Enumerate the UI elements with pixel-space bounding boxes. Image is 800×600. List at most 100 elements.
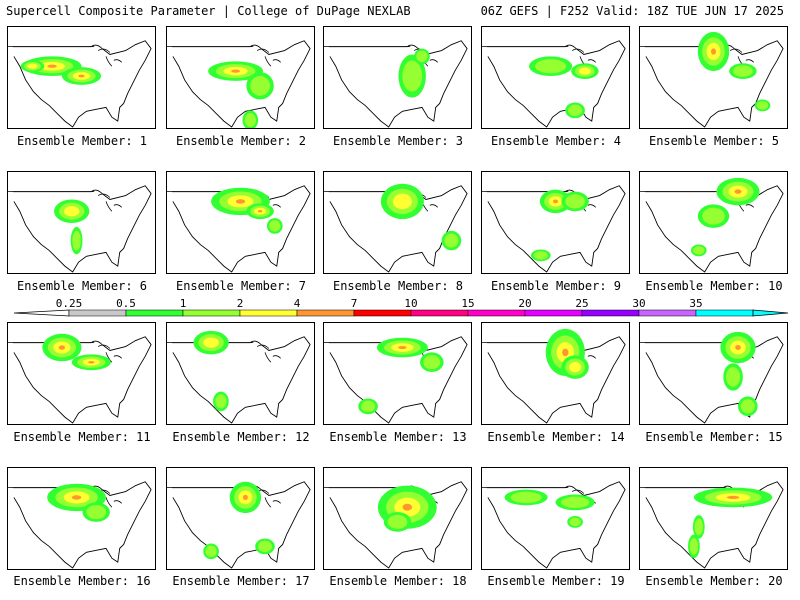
scp-contour	[235, 199, 246, 204]
member-map	[8, 185, 152, 273]
scp-contour	[231, 69, 240, 73]
scp-contour	[361, 400, 376, 412]
coastline-outline	[486, 481, 626, 569]
scp-contour	[560, 496, 590, 508]
scp-contour	[398, 345, 407, 350]
ensemble-panel-14	[481, 322, 630, 425]
great-lakes-outline	[97, 193, 122, 212]
member-label: Ensemble Member: 14	[487, 430, 625, 444]
member-label: Ensemble Member: 16	[13, 574, 151, 588]
scp-contour	[242, 494, 248, 500]
scp-contour	[244, 113, 256, 128]
colorbar-label: 15	[461, 297, 474, 310]
scp-contour	[552, 199, 559, 204]
scp-contour	[693, 246, 705, 255]
colorbar-left-arrow	[13, 309, 70, 317]
scp-contour	[27, 63, 38, 69]
member-map	[324, 481, 468, 569]
scp-contour	[569, 517, 581, 527]
member-map	[8, 481, 152, 569]
coastline-outline	[644, 40, 784, 128]
colorbar-segment	[695, 309, 754, 317]
great-lakes-outline	[97, 48, 122, 67]
colorbar-label: 1	[180, 297, 187, 310]
great-lakes-outline	[97, 344, 122, 363]
title-right: 06Z GEFS | F252 Valid: 18Z TUE JUN 17 20…	[480, 4, 784, 18]
scp-contour	[86, 505, 107, 520]
colorbar-right-arrow	[752, 309, 789, 317]
coastline-outline	[486, 185, 626, 273]
ensemble-panel-8	[323, 171, 472, 274]
scp-contour	[88, 360, 95, 364]
colorbar-segment	[524, 309, 583, 317]
colorbar-segment	[125, 309, 184, 317]
scp-contour	[535, 59, 567, 74]
ensemble-panel-11	[7, 322, 156, 425]
coastline-outline	[644, 336, 784, 424]
scp-contour	[205, 545, 217, 557]
ensemble-panel-20	[639, 467, 788, 570]
coastline-outline	[171, 336, 311, 424]
member-map	[640, 481, 784, 569]
scp-contour	[689, 537, 699, 555]
ensemble-panel-2	[166, 26, 315, 129]
coastline-outline	[644, 185, 784, 273]
scp-contour	[533, 251, 548, 260]
member-map	[482, 40, 626, 128]
ensemble-panel-4	[481, 26, 630, 129]
colorbar-segment	[182, 309, 241, 317]
colorbar-label: 0.25	[56, 297, 83, 310]
member-map	[167, 185, 311, 273]
colorbar-label: 20	[518, 297, 531, 310]
ensemble-panel-18	[323, 467, 472, 570]
scp-contour	[402, 60, 423, 92]
scp-contour	[562, 348, 569, 357]
member-map	[324, 40, 468, 128]
member-label: Ensemble Member: 8	[332, 279, 464, 293]
scp-contour	[734, 189, 742, 194]
colorbar-label: 7	[351, 297, 358, 310]
scp-contour	[78, 74, 85, 78]
member-label: Ensemble Member: 9	[490, 279, 622, 293]
scp-contour	[444, 233, 459, 248]
scp-contour	[423, 355, 441, 370]
colorbar: 0.25 0.5 1 2 4 7 10 15 20 25 30 35	[13, 297, 789, 317]
ensemble-panel-16	[7, 467, 156, 570]
colorbar-segment	[296, 309, 355, 317]
ensemble-panel-10	[639, 171, 788, 274]
ensemble-panel-9	[481, 171, 630, 274]
member-label: Ensemble Member: 19	[487, 574, 625, 588]
ensemble-panel-12	[166, 322, 315, 425]
scp-contour	[733, 65, 753, 77]
great-lakes-outline	[256, 48, 281, 67]
member-map	[324, 336, 468, 424]
scp-contour	[215, 394, 227, 409]
colorbar-segment	[353, 309, 412, 317]
scp-contour	[416, 50, 428, 63]
scp-contour	[257, 540, 273, 553]
member-label: Ensemble Member: 17	[172, 574, 310, 588]
coastline-outline	[12, 336, 152, 424]
member-label: Ensemble Member: 2	[175, 134, 307, 148]
member-label: Ensemble Member: 13	[329, 430, 467, 444]
member-label: Ensemble Member: 11	[13, 430, 151, 444]
scp-contour	[250, 75, 270, 96]
member-map	[640, 331, 784, 424]
scp-contour	[702, 207, 725, 225]
scp-contour	[257, 209, 263, 213]
member-map	[167, 481, 311, 569]
scp-contour	[510, 491, 542, 504]
coastline-outline	[12, 40, 152, 128]
scp-contour	[58, 345, 66, 350]
colorbar-label: 10	[404, 297, 417, 310]
ensemble-panel-17	[166, 467, 315, 570]
ensemble-panel-3	[323, 26, 472, 129]
scp-contour	[726, 367, 741, 387]
ensemble-panel-7	[166, 171, 315, 274]
scp-contour	[63, 206, 80, 217]
scp-contour	[565, 194, 585, 209]
ensemble-panel-6	[7, 171, 156, 274]
colorbar-segment	[68, 309, 127, 317]
member-map	[167, 330, 311, 424]
scp-contour	[71, 495, 82, 500]
